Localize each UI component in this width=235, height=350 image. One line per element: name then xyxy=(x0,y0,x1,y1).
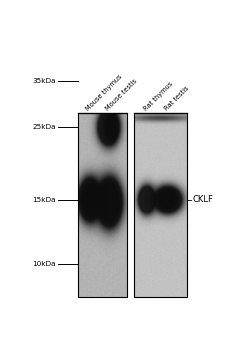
Text: Rat testis: Rat testis xyxy=(164,85,190,112)
Bar xyxy=(134,113,187,297)
Text: Mouse thymus: Mouse thymus xyxy=(85,74,124,112)
Text: 35kDa: 35kDa xyxy=(32,78,56,84)
Text: 25kDa: 25kDa xyxy=(32,124,56,130)
Text: 10kDa: 10kDa xyxy=(32,261,56,267)
Text: CKLF: CKLF xyxy=(192,195,213,204)
Text: Rat thymus: Rat thymus xyxy=(143,81,174,112)
Text: Mouse testis: Mouse testis xyxy=(104,78,138,112)
Text: 15kDa: 15kDa xyxy=(32,197,56,203)
Bar xyxy=(78,113,127,297)
